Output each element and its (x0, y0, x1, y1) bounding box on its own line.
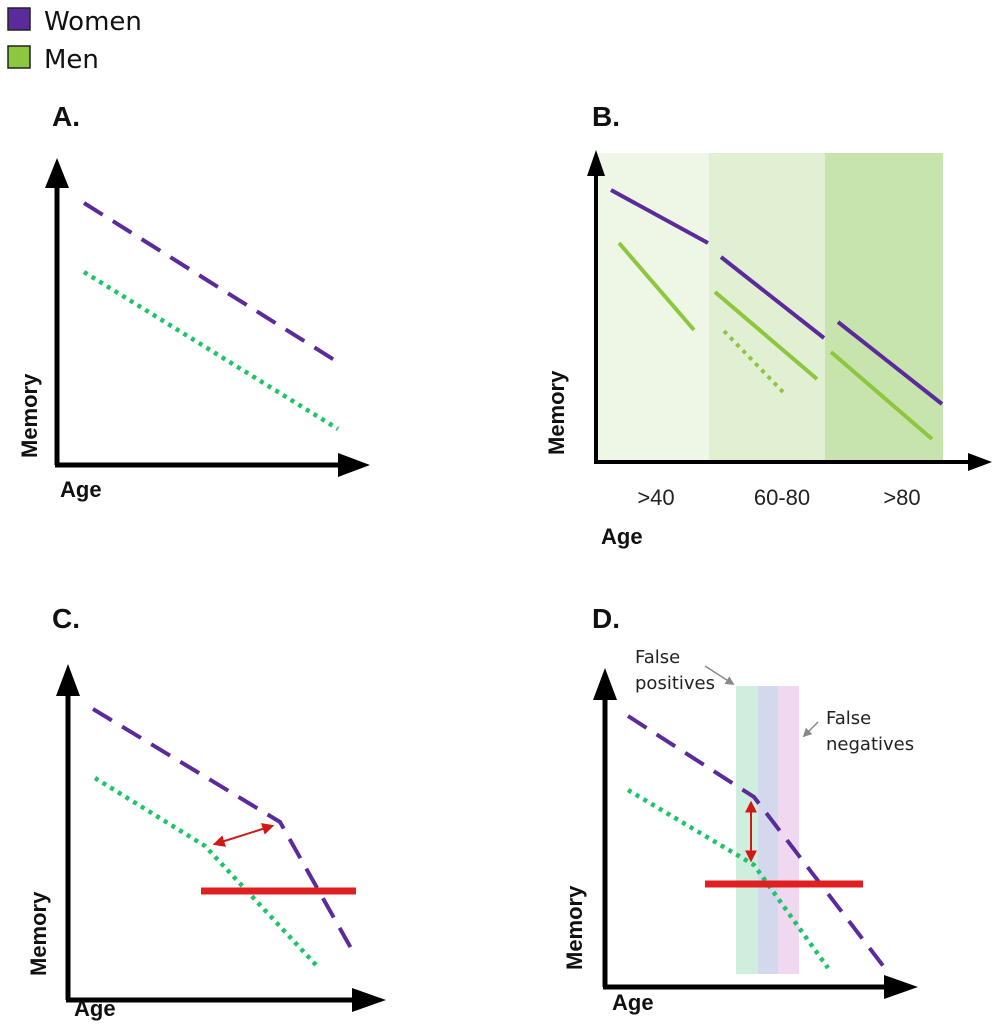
panel-c-y-arrow-icon (56, 664, 80, 696)
panel-b-men-line-60-80 (713, 290, 819, 381)
panel-d-y-label: Memory (562, 885, 587, 970)
panel-c-women-line (91, 707, 358, 958)
panel-c: C. Memory Age (26, 603, 386, 1021)
panel-a-x-arrow-icon (338, 453, 370, 477)
panel-d-false-negative-band (778, 686, 799, 974)
panel-b-y-arrow-icon (587, 150, 605, 176)
panel-b-men-line-40 (617, 241, 696, 332)
panel-d-women-line (626, 714, 886, 969)
panel-b-category-60-80: 60-80 (754, 485, 810, 510)
panel-b-category-40: >40 (637, 485, 674, 510)
panel-a: A. Memory Age (17, 101, 370, 502)
panel-a-x-label: Age (60, 477, 102, 502)
panel-d-overlap-band (758, 686, 778, 974)
panel-d-men-line (626, 788, 830, 970)
panel-d-false-negatives-arrow (802, 721, 819, 738)
panel-d-x-label: Age (612, 990, 654, 1015)
panel-c-x-arrow-icon (352, 988, 386, 1012)
panel-b-x-label: Age (601, 524, 643, 549)
panel-b-x-arrow-icon (968, 453, 992, 471)
panel-b-men-line-80 (829, 350, 934, 441)
panel-d-false-negatives-line2: negatives (826, 734, 914, 755)
panel-d-false-positives-arrow (704, 665, 735, 685)
panel-b-band-80 (825, 153, 943, 462)
panel-b-women-line-40 (610, 188, 709, 245)
panel-a-label: A. (52, 101, 80, 132)
panel-a-men-line (82, 270, 340, 431)
panel-c-x-label: Age (74, 996, 116, 1021)
panel-d-false-positives-label: False positives (635, 647, 715, 694)
panel-c-men-line (93, 776, 318, 967)
panel-d: D. Memory Age False positives False nega… (562, 603, 918, 1015)
panel-d-false-negatives-label: False negatives (826, 708, 914, 755)
panel-c-label: C. (52, 603, 80, 634)
legend-women-label: Women (44, 7, 142, 37)
panel-c-gap-arrow (212, 823, 275, 847)
panel-b-band-40 (596, 153, 709, 462)
panel-d-false-positives-line1: False (635, 647, 680, 668)
panel-c-y-label: Memory (26, 891, 51, 976)
panel-d-y-arrow-icon (593, 668, 617, 700)
panel-b-women-line-60-80 (719, 255, 826, 340)
panel-b-label: B. (592, 101, 620, 132)
panel-d-false-positives-line2: positives (635, 673, 715, 694)
women-swatch-icon (7, 7, 31, 31)
legend: Women Men (7, 7, 142, 75)
panel-b-women-line-80 (836, 320, 944, 406)
panel-d-label: D. (592, 603, 620, 634)
panel-b-band-60-80 (709, 153, 825, 462)
panel-d-false-positive-band (736, 686, 758, 974)
panel-b: B. Memory Age >40 60-80 >80 (544, 101, 992, 549)
men-swatch-icon (7, 45, 31, 69)
panel-a-y-label: Memory (17, 373, 42, 458)
legend-men-label: Men (44, 45, 99, 75)
panel-b-y-label: Memory (544, 370, 569, 455)
panel-a-y-arrow-icon (45, 158, 69, 188)
panel-a-women-line (82, 201, 338, 363)
panel-b-category-80: >80 (883, 485, 920, 510)
panel-d-x-arrow-icon (884, 975, 918, 999)
panel-d-false-negatives-line1: False (826, 708, 871, 729)
